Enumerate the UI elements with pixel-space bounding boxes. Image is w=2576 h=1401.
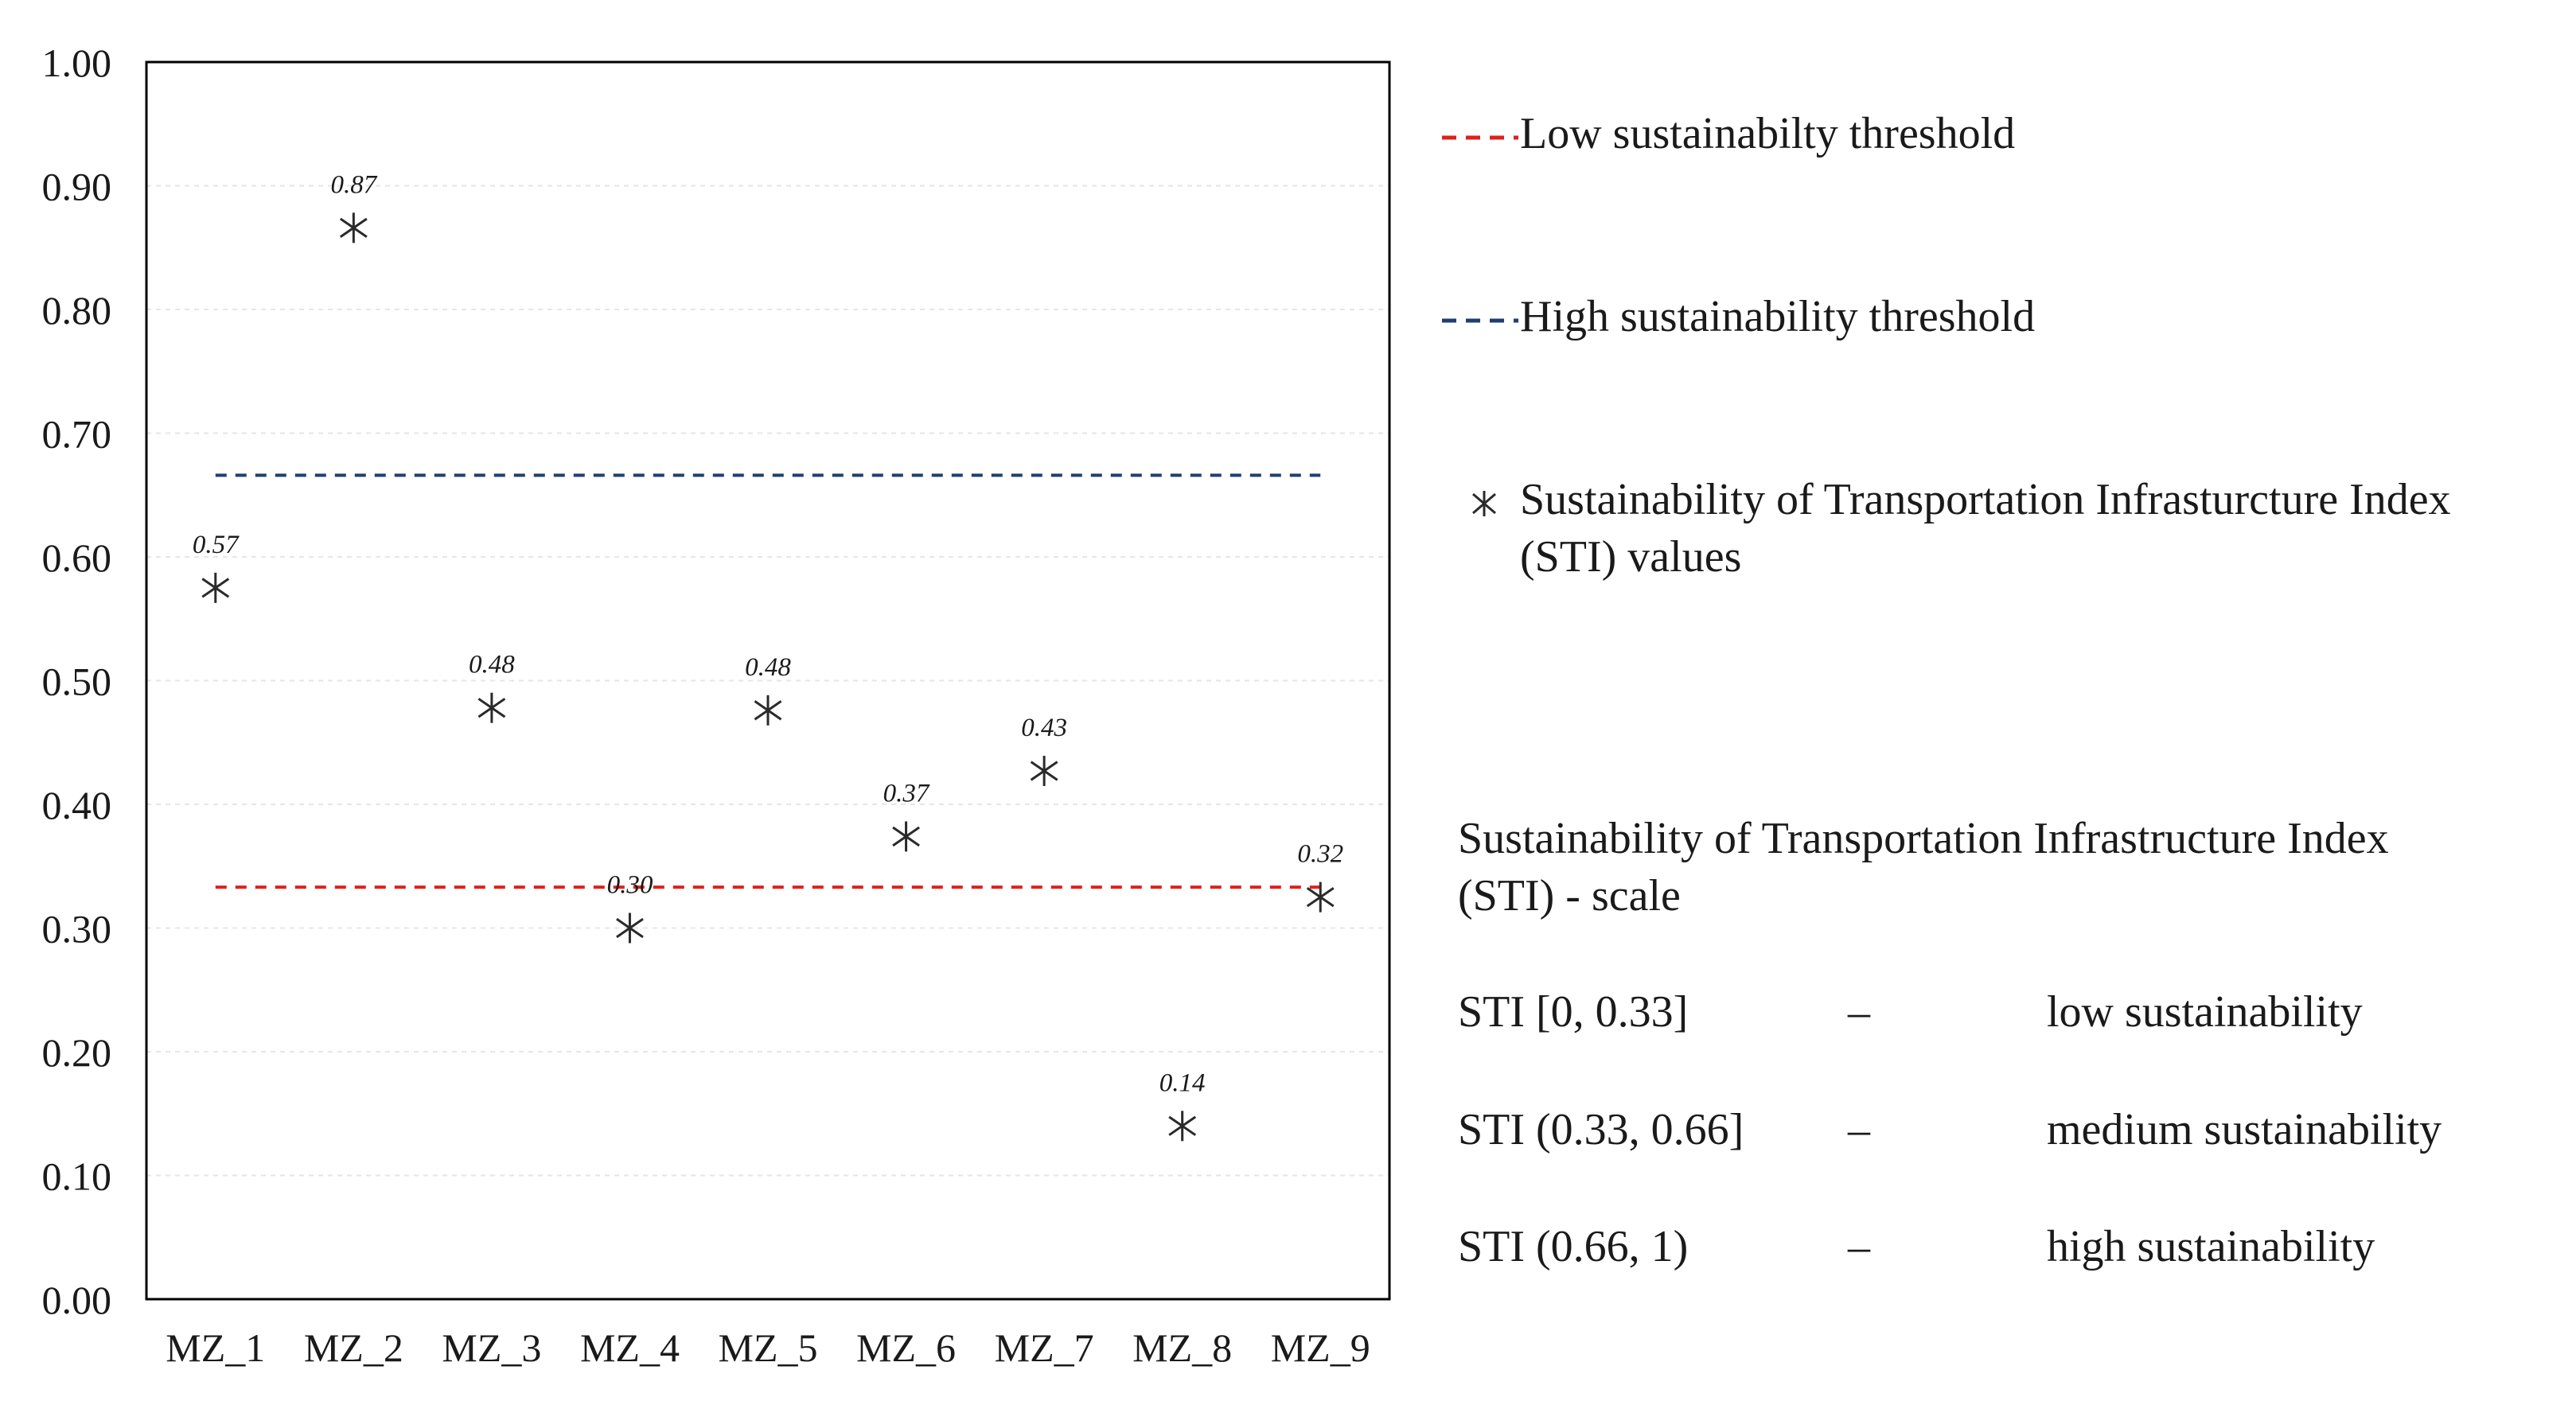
legend-sti-label-line1: Sustainability of Transportation Infrast… <box>1520 475 2451 524</box>
scale-label: medium sustainability <box>2047 1105 2442 1154</box>
legend-sti-values: Sustainability of Transportation Infrast… <box>1440 471 2451 586</box>
asterisk-marker-icon <box>1472 491 1496 517</box>
x-tick-label: MZ_8 <box>1132 1325 1232 1370</box>
scale-dash: – <box>1848 1222 1870 1271</box>
data-label: 0.37 <box>883 779 930 808</box>
y-tick-label: 0.50 <box>42 660 112 704</box>
y-tick-label: 1.00 <box>42 41 112 85</box>
blue-dashed-line-icon <box>1442 318 1518 323</box>
y-tick-label: 0.90 <box>42 165 112 209</box>
scale-range: STI (0.66, 1) <box>1458 1222 1689 1271</box>
data-label: 0.14 <box>1159 1068 1206 1097</box>
x-tick-label: MZ_5 <box>719 1325 818 1370</box>
y-axis-ticks: 0.00 0.10 0.20 0.30 0.40 0.50 0.60 0.70 0.80 0.90… <box>42 41 112 1322</box>
plot-area-frame <box>145 60 1391 1301</box>
sti-scale-title: Sustainability of Transportation Infrast… <box>1458 810 2389 924</box>
scale-range: STI (0.33, 0.66] <box>1458 1105 1744 1154</box>
scale-title-line1: Sustainability of Transportation Infrast… <box>1458 814 2389 863</box>
legend-low-threshold: Low sustainabilty threshold <box>1440 105 2015 162</box>
gridlines <box>146 185 1389 1177</box>
y-tick-label: 0.00 <box>42 1278 112 1322</box>
data-point-marker <box>616 913 644 944</box>
y-tick-label: 0.80 <box>42 288 112 333</box>
data-label: 0.30 <box>607 871 653 900</box>
legend-high-threshold: High sustainability threshold <box>1440 288 2035 345</box>
data-point-marker <box>201 572 230 603</box>
scale-label: high sustainability <box>2047 1222 2375 1271</box>
x-tick-label: MZ_6 <box>856 1325 956 1370</box>
scale-label: low sustainability <box>2047 987 2363 1037</box>
scale-range: STI [0, 0.33] <box>1458 987 1689 1037</box>
data-label: 0.87 <box>330 170 377 199</box>
sti-chart: 0.00 0.10 0.20 0.30 0.40 0.50 0.60 0.70 0.80 0.90… <box>42 41 1391 1370</box>
data-point-marker <box>754 695 782 726</box>
x-tick-label: MZ_9 <box>1271 1325 1370 1370</box>
data-point-marker <box>1168 1111 1197 1142</box>
red-dashed-line-icon <box>1442 135 1518 140</box>
x-axis-ticks: MZ_1 MZ_2 MZ_3 MZ_4 MZ_5 MZ_6 MZ_7 MZ_8 MZ_9 <box>166 1325 1370 1370</box>
x-tick-label: MZ_3 <box>442 1325 541 1370</box>
data-point-marker <box>1030 756 1058 787</box>
data-point-marker <box>892 821 920 852</box>
data-label: 0.32 <box>1297 840 1343 869</box>
y-tick-label: 0.30 <box>42 907 112 952</box>
data-point-marker <box>477 692 506 723</box>
data-point-marker <box>339 212 368 243</box>
legend-low-label: Low sustainabilty threshold <box>1520 109 2016 158</box>
data-points: 0.57 0.87 0.48 0.30 0.48 0.37 0.43 0.14 0.32 <box>193 170 1343 1142</box>
y-tick-label: 0.10 <box>42 1154 112 1199</box>
scale-title-line2: (STI) - scale <box>1458 871 1681 920</box>
data-label: 0.57 <box>193 531 240 559</box>
data-label: 0.48 <box>745 653 791 682</box>
legend-high-label: High sustainability threshold <box>1520 292 2036 341</box>
data-label: 0.48 <box>469 651 515 679</box>
x-tick-label: MZ_4 <box>580 1325 680 1370</box>
y-tick-label: 0.70 <box>42 412 112 457</box>
x-tick-label: MZ_2 <box>304 1325 403 1370</box>
data-point-marker <box>1306 881 1335 913</box>
threshold-lines <box>215 473 1321 889</box>
x-tick-label: MZ_7 <box>995 1325 1094 1370</box>
y-tick-label: 0.60 <box>42 535 112 580</box>
y-tick-label: 0.40 <box>42 783 112 827</box>
scale-dash: – <box>1848 987 1870 1037</box>
legend-sti-label-line2: (STI) values <box>1520 532 1742 582</box>
scale-dash: – <box>1848 1105 1870 1154</box>
data-label: 0.43 <box>1021 714 1067 742</box>
y-tick-label: 0.20 <box>42 1030 112 1075</box>
x-tick-label: MZ_1 <box>166 1325 265 1370</box>
